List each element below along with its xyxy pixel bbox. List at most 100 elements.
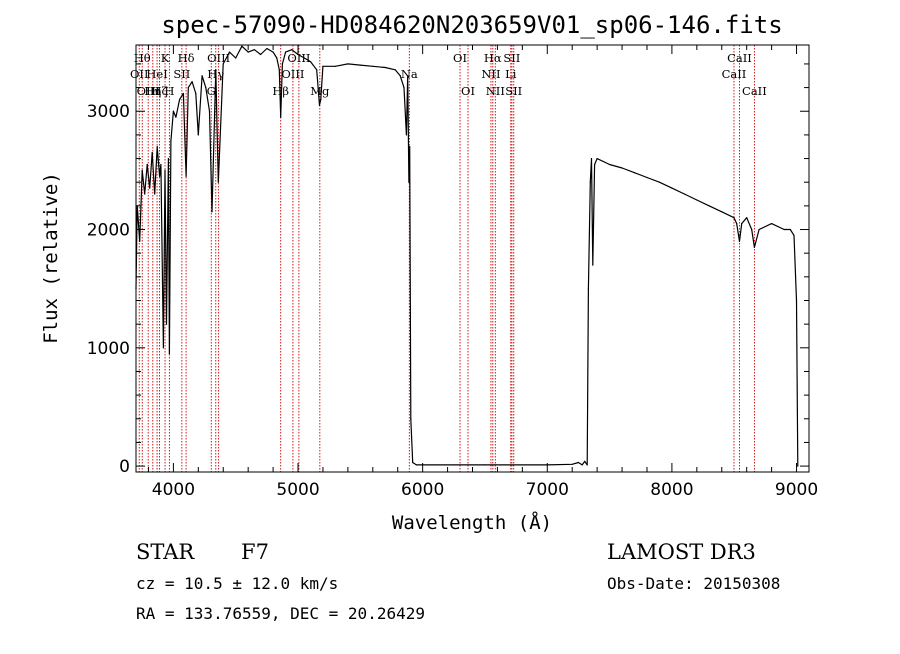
spectrum-point [175, 116, 177, 118]
y-axis-ticks: 0 1000 2000 3000 [87, 63, 809, 477]
spectrum-point [797, 465, 799, 467]
spectrum-point [146, 163, 148, 166]
spectrum-point [316, 69, 318, 71]
spectrum-point [733, 217, 735, 219]
spectrum-point [168, 353, 171, 355]
redshift-velocity: cz = 10.5 ± 12.0 km/s [136, 574, 338, 593]
line-marker-label-27: CaII [727, 51, 752, 65]
spectrum-point [671, 187, 673, 189]
spectrum-point [753, 246, 756, 248]
spectrum-point [272, 51, 274, 53]
line-marker-label-0: OII [130, 67, 149, 81]
spectrum-point [211, 211, 213, 213]
spectrum-point [581, 464, 583, 466]
spectrum-point [241, 45, 243, 47]
spectrum-point [347, 63, 349, 65]
spectrum-point [235, 57, 237, 59]
spectrum-point [696, 199, 698, 201]
spectrum-point [633, 172, 636, 174]
spectrum-point [589, 181, 591, 183]
spectrum-point [409, 146, 411, 148]
spectrum-point [587, 288, 590, 290]
spectrum-point [410, 418, 412, 420]
line-marker-label-3: Hη [144, 84, 161, 98]
spectrum-point [182, 92, 184, 95]
line-marker-label-28: CaII [742, 84, 767, 98]
spectrum-point [789, 228, 791, 231]
line-marker-label-21: Hα [484, 51, 502, 65]
plot-frame [135, 44, 810, 473]
spectrum-point [284, 51, 287, 53]
line-marker-label-5: Hζ [151, 84, 167, 98]
spectrum-point [795, 299, 798, 302]
line-marker-label-8: SII [173, 67, 190, 81]
spectrum-point [384, 66, 386, 69]
spectrum-point [334, 65, 337, 67]
spectrum-point [683, 193, 685, 195]
spectrum-point [141, 169, 143, 171]
spectrum-point [222, 63, 224, 65]
spectrum-point [281, 63, 284, 65]
spectrum-point [297, 53, 299, 56]
spectrum-point [154, 193, 156, 195]
spectrum-point [484, 464, 486, 466]
spectrum-point [170, 140, 172, 142]
spectrum-point [322, 65, 324, 67]
spectrum-point [608, 163, 611, 166]
spectrum-point [592, 264, 594, 266]
spectrum-point [205, 86, 207, 89]
x-axis-ticks: 4000 5000 6000 7000 8000 9000 [147, 45, 818, 500]
y-tick-label: 1000 [87, 339, 130, 359]
spectrum-point [151, 152, 153, 154]
spectrum-point [571, 463, 573, 465]
line-marker-label-18: OI [453, 51, 467, 65]
spectrum-point [276, 57, 278, 59]
spectrum-point [783, 228, 785, 231]
spectrum-point [144, 193, 146, 195]
x-tick-label: 6000 [401, 480, 444, 500]
spectrum-point [149, 187, 151, 189]
spectrum-point [403, 86, 405, 89]
line-marker-label-6: K [161, 51, 170, 65]
spectrum-point [399, 75, 401, 77]
spectrum-point [708, 205, 710, 207]
survey-name: LAMOST DR3 [607, 540, 756, 564]
spectrum-point [318, 104, 321, 106]
spectrum-point [156, 146, 158, 148]
object-class: STAR [136, 540, 195, 564]
spectral-line-markers [138, 45, 755, 472]
spectrum-point [179, 98, 181, 101]
spectrum-point [217, 181, 219, 183]
line-marker-label-13: Hβ [272, 84, 289, 98]
spectrum-point [407, 75, 409, 77]
observation-date: Obs-Date: 20150308 [607, 574, 780, 593]
line-marker-label-15: OIII [287, 51, 310, 65]
spectrum-point [408, 181, 410, 183]
spectrum-point [208, 110, 211, 112]
spectrum-point [309, 60, 312, 63]
spectrum-point [359, 64, 361, 66]
spectrum-point [646, 176, 648, 179]
line-marker-label-10: G [207, 84, 216, 98]
spectrum-point [590, 157, 593, 160]
y-axis-label: Flux (relative) [40, 172, 62, 344]
spectrum-point [412, 461, 414, 464]
y-tick-label: 2000 [87, 221, 130, 241]
line-marker-label-16: Mg [310, 84, 330, 98]
y-tick-label: 3000 [87, 102, 130, 122]
x-tick-label: 9000 [775, 480, 818, 500]
line-marker-label-26: CaII [722, 67, 747, 81]
spectrum-point [736, 223, 738, 225]
spectrum-point [793, 234, 795, 237]
spectrum-point [201, 75, 203, 77]
spectrum-point [746, 217, 748, 219]
spectrum-point [405, 134, 408, 136]
x-tick-label: 7000 [526, 480, 569, 500]
line-marker-label-23: Li [505, 67, 517, 81]
spectrum-point [751, 228, 753, 231]
line-marker-label-24: SII [503, 51, 520, 65]
spectrum-point [215, 69, 217, 71]
spectrum-point [158, 175, 161, 177]
